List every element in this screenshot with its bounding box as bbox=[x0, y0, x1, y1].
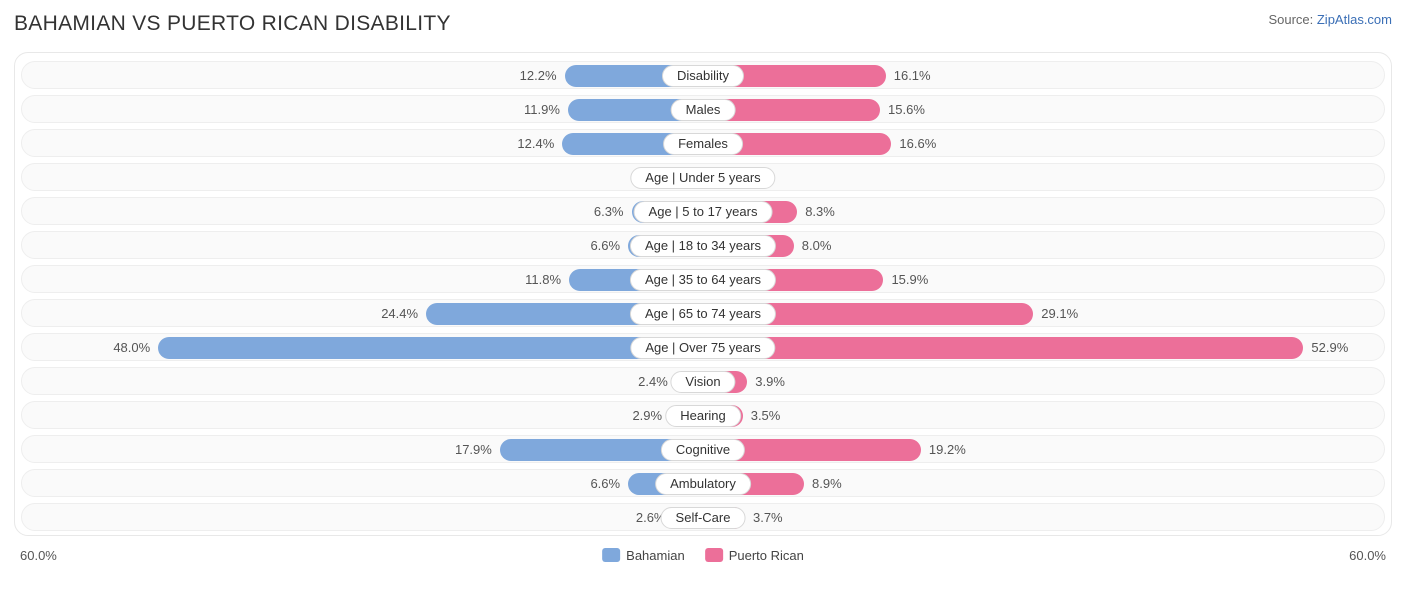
chart-row: 24.4% 29.1% Age | 65 to 74 years bbox=[21, 299, 1385, 327]
chart-row: 1.3%1.7%Age | Under 5 years bbox=[21, 163, 1385, 191]
row-label: Age | 65 to 74 years bbox=[630, 303, 776, 325]
diverging-bar-chart: 12.2% 16.1% Disability 11.9% 15.6% Males 12.4%… bbox=[14, 52, 1392, 536]
row-label: Vision bbox=[670, 371, 735, 393]
row-label: Males bbox=[671, 99, 736, 121]
value-right: 16.6% bbox=[899, 130, 936, 158]
value-right: 8.3% bbox=[805, 198, 835, 226]
chart-row: 48.0% 52.9% Age | Over 75 years bbox=[21, 333, 1385, 361]
row-label: Females bbox=[663, 133, 743, 155]
axis-max-right: 60.0% bbox=[1349, 548, 1386, 563]
chart-row: 6.3% 8.3% Age | 5 to 17 years bbox=[21, 197, 1385, 225]
legend-item-bahamian: Bahamian bbox=[602, 548, 685, 563]
chart-row: 6.6% 8.0% Age | 18 to 34 years bbox=[21, 231, 1385, 259]
row-label: Hearing bbox=[665, 405, 741, 427]
value-left: 11.8% bbox=[525, 266, 561, 294]
value-right: 52.9% bbox=[1311, 334, 1348, 362]
value-right: 3.5% bbox=[751, 402, 781, 430]
chart-source: Source: ZipAtlas.com bbox=[1268, 12, 1392, 27]
row-label: Self-Care bbox=[661, 507, 746, 529]
value-right: 15.9% bbox=[891, 266, 928, 294]
row-label: Age | Over 75 years bbox=[630, 337, 775, 359]
axis-max-left: 60.0% bbox=[20, 548, 57, 563]
legend-swatch-icon bbox=[602, 548, 620, 562]
value-left: 2.9% bbox=[632, 402, 662, 430]
row-label: Ambulatory bbox=[655, 473, 751, 495]
value-left: 12.2% bbox=[520, 62, 557, 90]
bar-left bbox=[158, 337, 703, 359]
value-left: 6.6% bbox=[590, 470, 620, 498]
legend-swatch-icon bbox=[705, 548, 723, 562]
value-left: 48.0% bbox=[113, 334, 150, 362]
value-right: 8.0% bbox=[802, 232, 832, 260]
chart-row: 6.6% 8.9% Ambulatory bbox=[21, 469, 1385, 497]
source-link[interactable]: ZipAtlas.com bbox=[1317, 12, 1392, 27]
value-right: 19.2% bbox=[929, 436, 966, 464]
legend: Bahamian Puerto Rican bbox=[602, 548, 804, 563]
value-right: 3.7% bbox=[753, 504, 783, 532]
value-left: 11.9% bbox=[524, 96, 560, 124]
row-label: Age | 18 to 34 years bbox=[630, 235, 776, 257]
bar-right bbox=[703, 337, 1303, 359]
legend-item-puerto-rican: Puerto Rican bbox=[705, 548, 804, 563]
row-label: Age | 5 to 17 years bbox=[634, 201, 773, 223]
value-left: 24.4% bbox=[381, 300, 418, 328]
value-right: 29.1% bbox=[1041, 300, 1078, 328]
chart-row: 12.2% 16.1% Disability bbox=[21, 61, 1385, 89]
chart-row: 2.4% 3.9% Vision bbox=[21, 367, 1385, 395]
value-right: 15.6% bbox=[888, 96, 925, 124]
row-label: Disability bbox=[662, 65, 744, 87]
value-left: 6.3% bbox=[594, 198, 624, 226]
chart-header: BAHAMIAN VS PUERTO RICAN DISABILITY Sour… bbox=[14, 12, 1392, 36]
legend-label: Puerto Rican bbox=[729, 548, 804, 563]
chart-row: 11.9% 15.6% Males bbox=[21, 95, 1385, 123]
row-label: Cognitive bbox=[661, 439, 745, 461]
chart-row: 2.6%3.7%Self-Care bbox=[21, 503, 1385, 531]
source-prefix: Source: bbox=[1268, 12, 1316, 27]
chart-row: 11.8% 15.9% Age | 35 to 64 years bbox=[21, 265, 1385, 293]
legend-label: Bahamian bbox=[626, 548, 685, 563]
value-right: 3.9% bbox=[755, 368, 785, 396]
value-left: 12.4% bbox=[517, 130, 554, 158]
chart-row: 12.4% 16.6% Females bbox=[21, 129, 1385, 157]
value-right: 8.9% bbox=[812, 470, 842, 498]
row-label: Age | Under 5 years bbox=[630, 167, 775, 189]
value-right: 16.1% bbox=[894, 62, 931, 90]
value-left: 2.4% bbox=[638, 368, 668, 396]
chart-title: BAHAMIAN VS PUERTO RICAN DISABILITY bbox=[14, 12, 451, 36]
chart-footer: 60.0% Bahamian Puerto Rican 60.0% bbox=[14, 544, 1392, 566]
chart-row: 2.9% 3.5% Hearing bbox=[21, 401, 1385, 429]
value-left: 17.9% bbox=[455, 436, 492, 464]
row-label: Age | 35 to 64 years bbox=[630, 269, 776, 291]
value-left: 6.6% bbox=[590, 232, 620, 260]
chart-row: 17.9% 19.2% Cognitive bbox=[21, 435, 1385, 463]
